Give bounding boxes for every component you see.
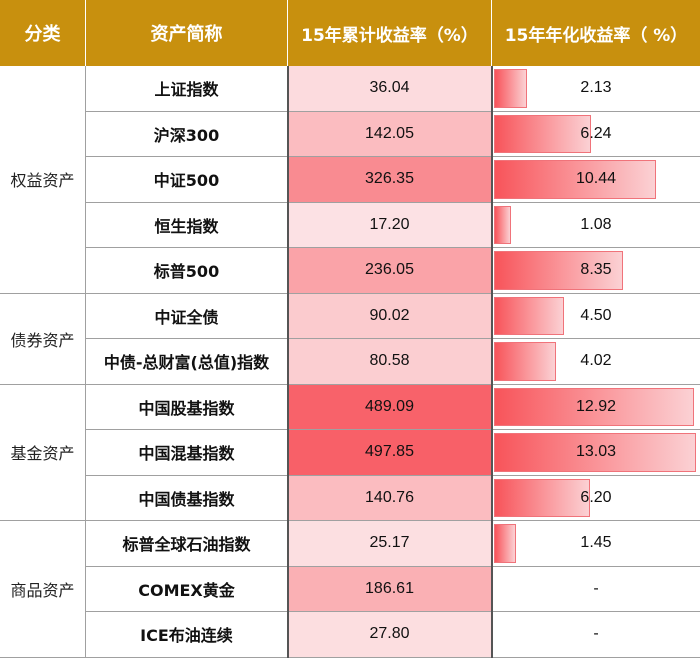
annualized-return-cell: - (492, 567, 700, 612)
cumulative-return-cell: 489.09 (288, 384, 492, 430)
category-cell: 商品资产 (0, 521, 86, 658)
cumulative-return-cell: 186.61 (288, 566, 492, 612)
annualized-return-bar (494, 251, 624, 290)
annualized-return-cell: 2.13 (492, 66, 700, 112)
annualized-return-bar (494, 114, 591, 153)
annualized-return-value: 8.35 (580, 261, 612, 279)
annualized-return-cell: 6.24 (492, 112, 700, 157)
annualized-return-cell: - (492, 612, 700, 658)
header-annualized-return: 15年年化收益率（ %） (492, 0, 700, 66)
cumulative-return-cell: 140.76 (288, 475, 492, 521)
asset-name-cell: 标普全球石油指数 (86, 521, 288, 567)
asset-name-cell: 沪深300 (86, 111, 288, 157)
cumulative-return-cell: 27.80 (288, 612, 492, 658)
annualized-return-bar (494, 478, 591, 517)
annualized-return-cell: 4.50 (492, 294, 700, 339)
category-cell: 债券资产 (0, 293, 86, 385)
annualized-return-bar (494, 387, 695, 426)
asset-name-cell: COMEX黄金 (86, 566, 288, 612)
asset-name-cell: 恒生指数 (86, 202, 288, 248)
asset-name-cell: 中证500 (86, 157, 288, 203)
cumulative-return-cell: 90.02 (288, 293, 492, 339)
annualized-return-value: 6.24 (580, 124, 612, 142)
column-separator (287, 66, 289, 658)
asset-name-cell: 上证指数 (86, 66, 288, 112)
asset-name-cell: 中证全债 (86, 293, 288, 339)
annualized-return-value: - (593, 579, 599, 597)
cumulative-return-cell: 80.58 (288, 339, 492, 385)
header-cumulative-return: 15年累计收益率（%） (288, 0, 492, 66)
category-cell: 基金资产 (0, 384, 86, 521)
annualized-return-cell: 13.03 (492, 430, 700, 476)
annualized-return-cell: 8.35 (492, 248, 700, 294)
annualized-return-cell: 10.44 (492, 157, 700, 203)
annualized-return-cell: 4.02 (492, 339, 700, 385)
annualized-return-value: 13.03 (575, 443, 617, 461)
annualized-return-value: - (593, 625, 599, 643)
annualized-return-value: 1.45 (580, 534, 612, 552)
cumulative-return-cell: 142.05 (288, 111, 492, 157)
header-category: 分类 (0, 0, 86, 66)
annualized-return-value: 10.44 (575, 170, 617, 188)
annualized-return-bar (494, 205, 511, 244)
annualized-return-value: 4.02 (580, 352, 612, 370)
annualized-return-bar (494, 160, 656, 199)
annualized-return-value: 4.50 (580, 306, 612, 324)
cumulative-return-cell: 36.04 (288, 66, 492, 112)
annualized-return-bar (494, 433, 696, 472)
annualized-return-cell: 1.45 (492, 521, 700, 567)
annualized-return-bar (494, 69, 528, 108)
asset-name-cell: ICE布油连续 (86, 612, 288, 658)
cumulative-return-cell: 25.17 (288, 521, 492, 567)
annualized-return-value: 12.92 (575, 397, 617, 415)
cumulative-return-cell: 326.35 (288, 157, 492, 203)
asset-name-cell: 中国股基指数 (86, 384, 288, 430)
cumulative-return-cell: 497.85 (288, 430, 492, 476)
annualized-return-bar (494, 342, 557, 381)
annualized-return-value: 2.13 (580, 79, 612, 97)
annualized-return-bar (494, 296, 564, 335)
header-asset-name: 资产简称 (86, 0, 288, 66)
annualized-return-cell: 6.20 (492, 476, 700, 521)
annualized-return-cell: 1.08 (492, 203, 700, 248)
column-separator (491, 66, 493, 658)
cumulative-return-cell: 236.05 (288, 248, 492, 294)
asset-name-cell: 标普500 (86, 248, 288, 294)
cumulative-return-cell: 17.20 (288, 202, 492, 248)
annualized-return-value: 1.08 (580, 215, 612, 233)
asset-name-cell: 中国债基指数 (86, 475, 288, 521)
asset-name-cell: 中债-总财富(总值)指数 (86, 339, 288, 385)
annualized-return-value: 6.20 (580, 488, 612, 506)
asset-name-cell: 中国混基指数 (86, 430, 288, 476)
annualized-return-cell: 12.92 (492, 385, 700, 430)
category-cell: 权益资产 (0, 66, 86, 294)
annualized-return-bar (494, 524, 517, 563)
